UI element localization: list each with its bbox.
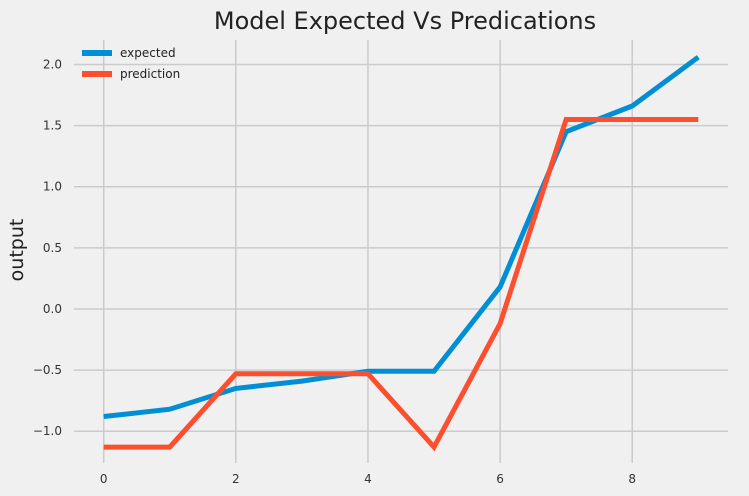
tick-labels: 0 2 4 6 8 −1.0 −0.5 0.0 0.5 1.0 1.5 2.0: [33, 57, 636, 486]
grid: [74, 40, 728, 463]
y-axis-label: output: [6, 219, 28, 282]
legend-label-expected: expected: [120, 46, 176, 60]
y-tick-label: 2.0: [43, 57, 62, 71]
series-line-prediction: [103, 116, 699, 452]
y-tick-label: 0.5: [43, 241, 62, 255]
x-tick-label: 6: [496, 472, 504, 486]
x-tick-label: 0: [100, 472, 108, 486]
series-lines: [103, 55, 700, 452]
legend: expected prediction: [82, 46, 180, 81]
y-tick-label: 1.0: [43, 180, 62, 194]
y-tick-label: 1.5: [43, 119, 62, 133]
y-tick-label: −0.5: [33, 363, 62, 377]
legend-label-prediction: prediction: [120, 67, 180, 81]
x-tick-label: 4: [364, 472, 372, 486]
x-tick-label: 8: [628, 472, 636, 486]
y-tick-label: 0.0: [43, 302, 62, 316]
chart-title: Model Expected Vs Predications: [214, 7, 596, 35]
x-tick-label: 2: [232, 472, 240, 486]
y-tick-label: −1.0: [33, 424, 62, 438]
